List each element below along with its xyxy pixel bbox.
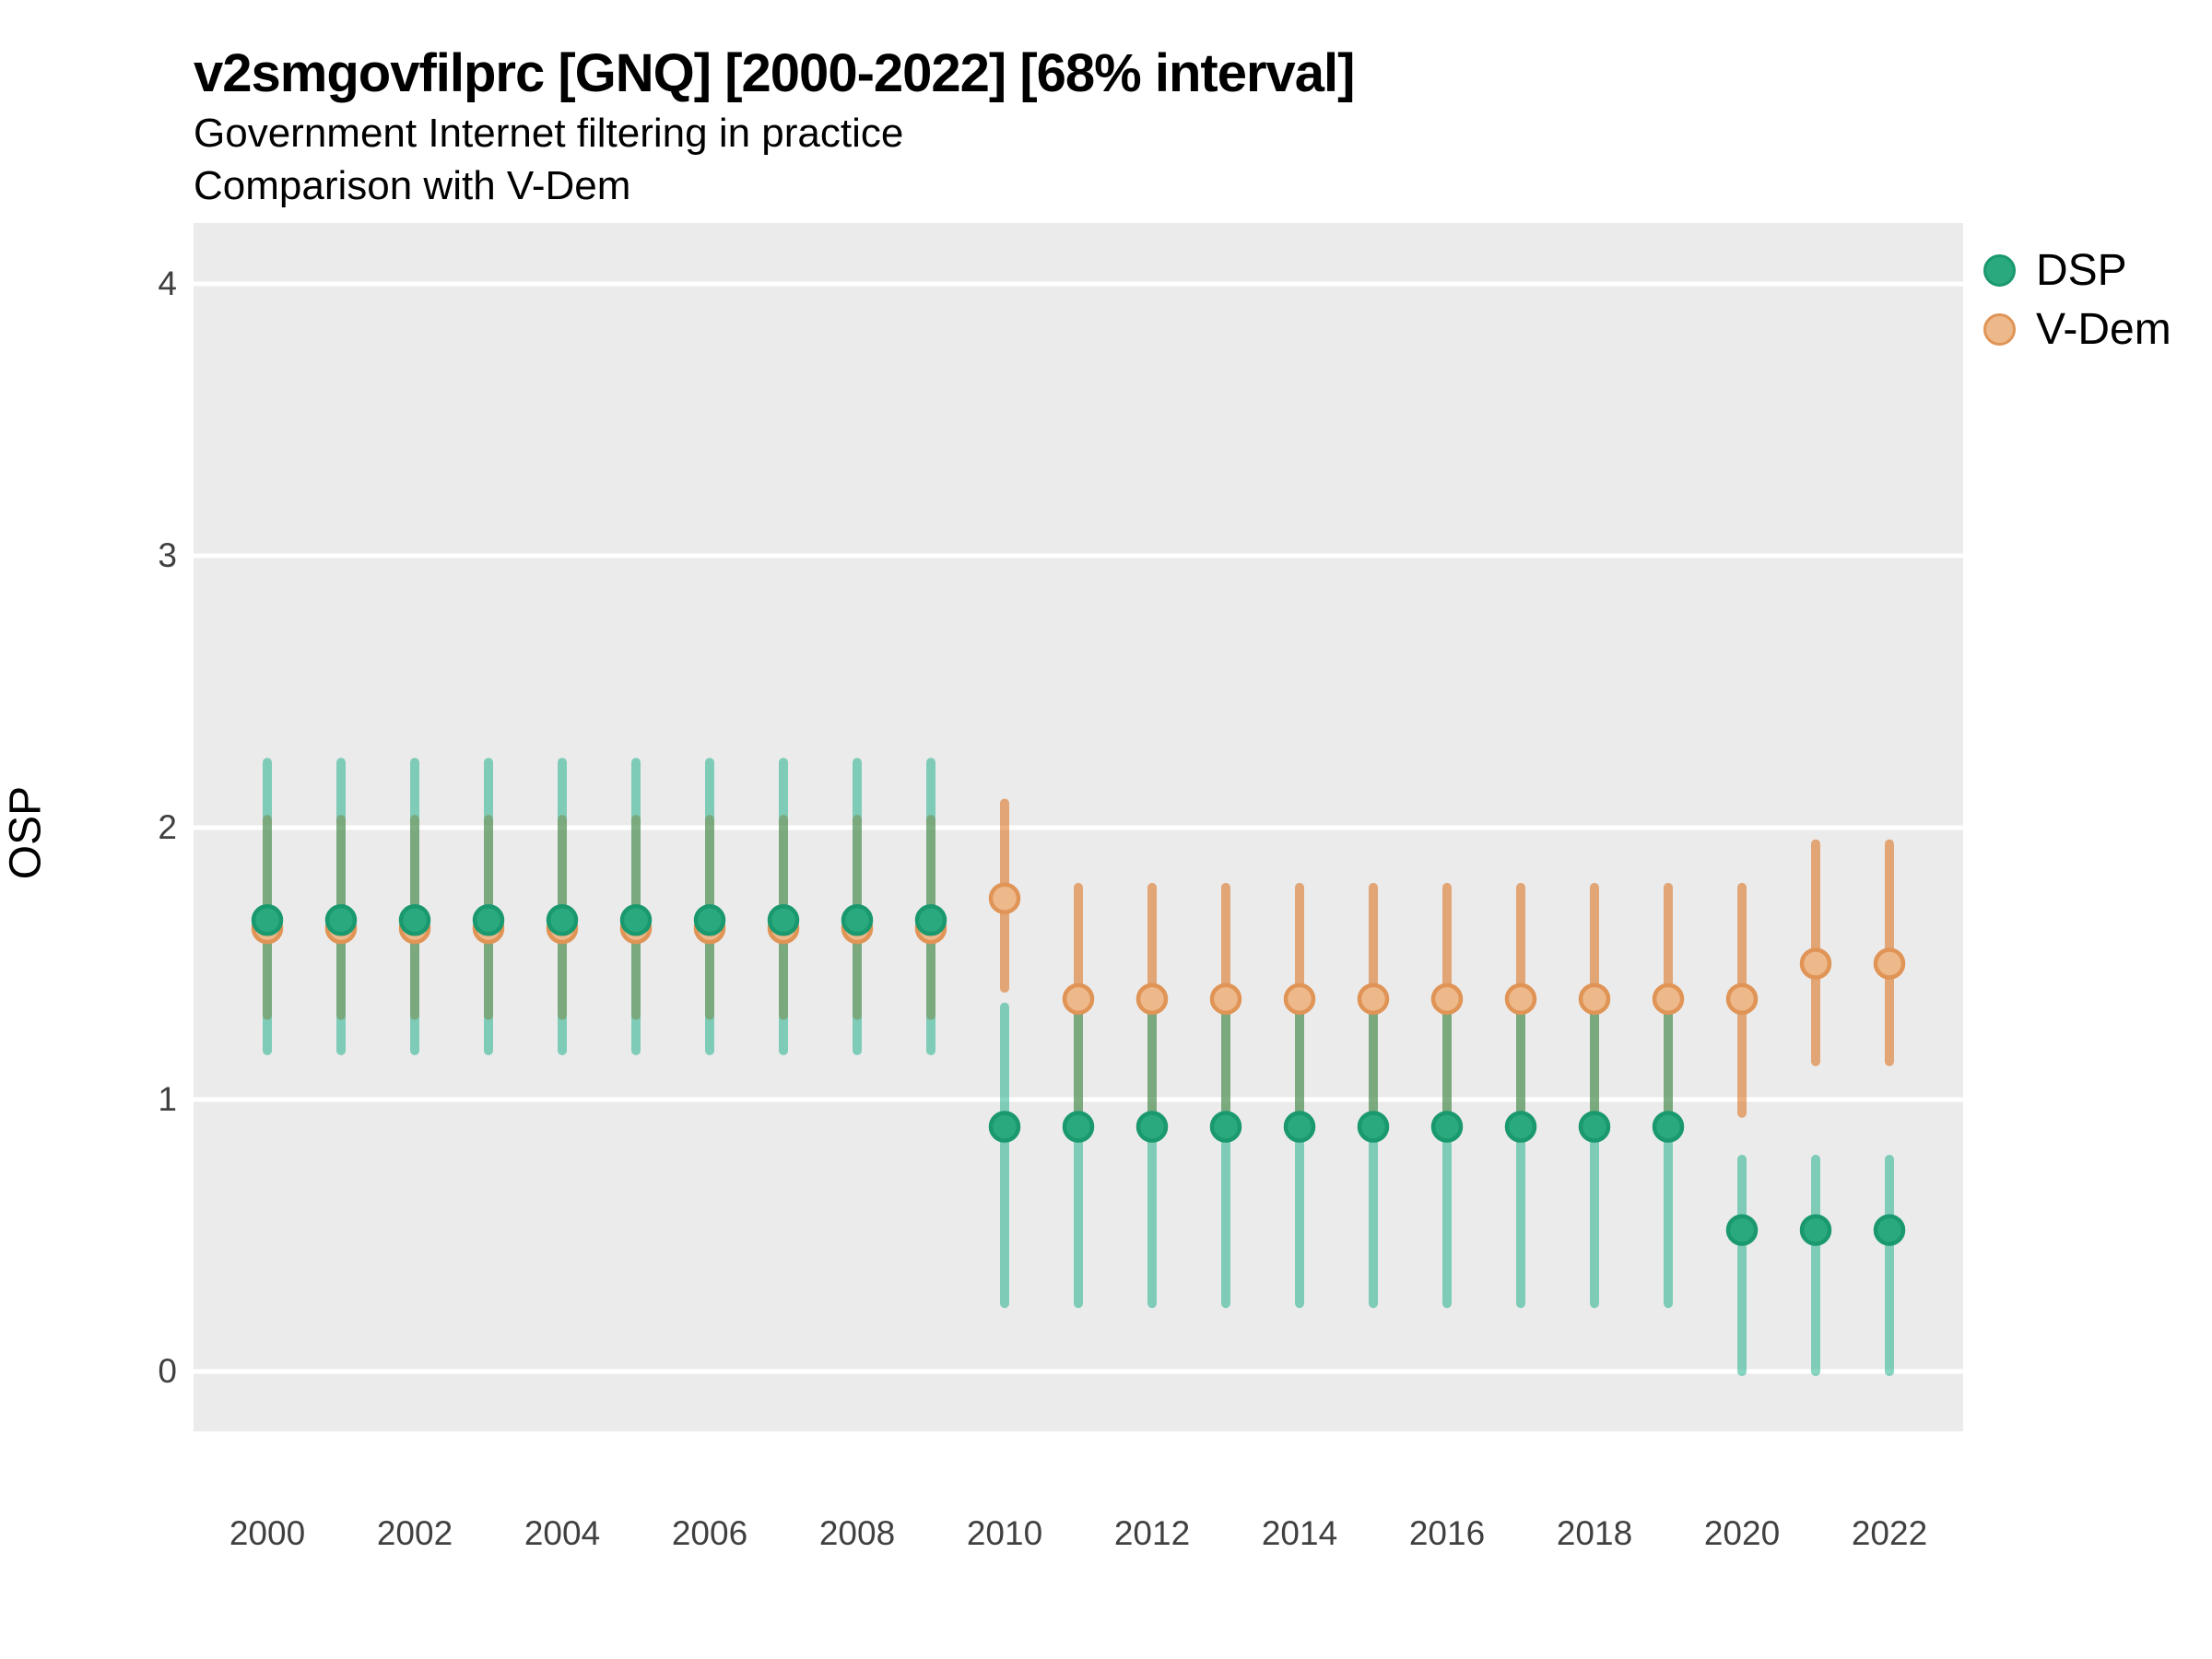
legend-dot-icon bbox=[1983, 312, 2016, 346]
chart-subtitle: Government Internet filtering in practic… bbox=[194, 111, 904, 156]
dsp-point-2000 bbox=[251, 904, 284, 936]
dsp-point-2005 bbox=[619, 904, 653, 936]
vdem-point-2010 bbox=[988, 882, 1021, 914]
dsp-point-2017 bbox=[1504, 1111, 1537, 1143]
y-tick-3: 3 bbox=[158, 536, 177, 574]
dsp-point-2009 bbox=[914, 904, 947, 936]
dsp-point-2016 bbox=[1430, 1111, 1464, 1143]
vdem-point-2019 bbox=[1652, 982, 1685, 1016]
x-tick-2008: 2008 bbox=[818, 1514, 896, 1552]
x-tick-2018: 2018 bbox=[1556, 1514, 1633, 1552]
vdem-point-2018 bbox=[1578, 982, 1611, 1016]
x-tick-2004: 2004 bbox=[524, 1514, 601, 1552]
vdem-point-2017 bbox=[1504, 982, 1537, 1016]
dsp-point-2015 bbox=[1357, 1111, 1390, 1143]
dsp-point-2007 bbox=[767, 904, 800, 936]
dsp-point-2002 bbox=[398, 904, 431, 936]
x-tick-2020: 2020 bbox=[1703, 1514, 1781, 1552]
dsp-point-2020 bbox=[1725, 1214, 1759, 1246]
legend-label: V-Dem bbox=[2036, 304, 2171, 354]
vdem-point-2020 bbox=[1725, 982, 1759, 1016]
vdem-point-2015 bbox=[1357, 982, 1390, 1016]
x-tick-2016: 2016 bbox=[1408, 1514, 1486, 1552]
x-tick-2012: 2012 bbox=[1113, 1514, 1191, 1552]
vdem-point-2014 bbox=[1283, 982, 1316, 1016]
x-tick-2010: 2010 bbox=[966, 1514, 1043, 1552]
chart-title: v2smgovfilprc [GNQ] [2000-2022] [68% int… bbox=[194, 43, 1355, 103]
dsp-point-2018 bbox=[1578, 1111, 1611, 1143]
dsp-point-2014 bbox=[1283, 1111, 1316, 1143]
y-tick-0: 0 bbox=[158, 1352, 177, 1390]
dsp-point-2008 bbox=[841, 904, 874, 936]
vdem-point-2011 bbox=[1062, 982, 1095, 1016]
dsp-point-2019 bbox=[1652, 1111, 1685, 1143]
vdem-point-2022 bbox=[1873, 947, 1906, 980]
legend-item-dsp: DSP bbox=[1983, 245, 2171, 295]
x-tick-2014: 2014 bbox=[1261, 1514, 1338, 1552]
legend-label: DSP bbox=[2036, 245, 2127, 295]
vdem-point-2016 bbox=[1430, 982, 1464, 1016]
dsp-point-2004 bbox=[546, 904, 579, 936]
dsp-point-2003 bbox=[472, 904, 505, 936]
x-tick-2022: 2022 bbox=[1851, 1514, 1928, 1552]
vdem-point-2013 bbox=[1209, 982, 1242, 1016]
x-tick-2000: 2000 bbox=[229, 1514, 306, 1552]
dsp-point-2006 bbox=[693, 904, 726, 936]
x-tick-2006: 2006 bbox=[671, 1514, 748, 1552]
vdem-point-2021 bbox=[1799, 947, 1832, 980]
chart-subtitle-comparison: Comparison with V-Dem bbox=[194, 163, 631, 208]
dsp-point-2012 bbox=[1135, 1111, 1169, 1143]
dsp-point-2022 bbox=[1873, 1214, 1906, 1246]
y-tick-2: 2 bbox=[158, 808, 177, 846]
y-tick-1: 1 bbox=[158, 1080, 177, 1118]
dsp-point-2013 bbox=[1209, 1111, 1242, 1143]
dsp-point-2001 bbox=[324, 904, 358, 936]
y-tick-4: 4 bbox=[158, 265, 177, 302]
chart-canvas bbox=[194, 281, 1963, 1376]
dsp-point-2021 bbox=[1799, 1214, 1832, 1246]
dsp-point-2011 bbox=[1062, 1111, 1095, 1143]
vdem-point-2012 bbox=[1135, 982, 1169, 1016]
plot-panel bbox=[194, 223, 1963, 1431]
legend-dot-icon bbox=[1983, 253, 2016, 287]
y-axis-title: OSP bbox=[1, 785, 51, 880]
dsp-point-2010 bbox=[988, 1111, 1021, 1143]
x-tick-2002: 2002 bbox=[376, 1514, 453, 1552]
legend-item-v-dem: V-Dem bbox=[1983, 304, 2171, 354]
legend: DSP V-Dem bbox=[1983, 245, 2171, 354]
